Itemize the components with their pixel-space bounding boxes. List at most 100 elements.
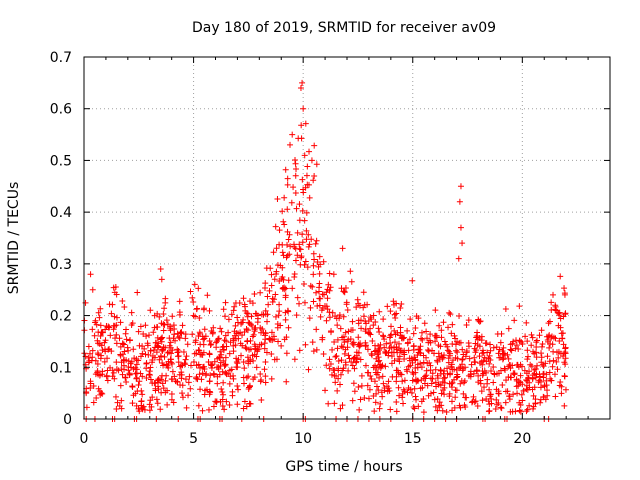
data-point — [280, 218, 287, 225]
data-point — [286, 251, 293, 258]
data-point — [301, 299, 308, 306]
data-point — [424, 335, 431, 342]
data-point — [355, 384, 362, 391]
data-point — [168, 390, 175, 397]
data-point — [234, 314, 241, 321]
data-point — [92, 371, 99, 378]
data-point — [367, 373, 374, 380]
data-point — [87, 271, 94, 278]
data-point — [296, 300, 303, 307]
data-point — [109, 301, 116, 308]
data-point — [210, 324, 217, 331]
data-point — [223, 338, 230, 345]
data-point — [519, 341, 526, 348]
data-point — [137, 353, 144, 360]
data-point — [439, 355, 446, 362]
data-point — [111, 322, 118, 329]
data-point — [503, 377, 510, 384]
data-point — [177, 363, 184, 370]
data-point — [150, 347, 157, 354]
data-point — [175, 348, 182, 355]
y-tick-label: 0.7 — [50, 50, 72, 66]
data-point — [210, 370, 217, 377]
data-point — [160, 310, 167, 317]
data-point — [536, 371, 543, 378]
data-point — [507, 408, 514, 415]
data-point — [355, 300, 362, 307]
data-point — [243, 374, 250, 381]
data-point — [553, 349, 560, 356]
data-point — [141, 345, 148, 352]
data-point — [514, 361, 521, 368]
data-point — [548, 307, 555, 314]
data-point — [272, 313, 279, 320]
data-point — [460, 351, 467, 358]
data-point — [169, 368, 176, 375]
data-point — [538, 343, 545, 350]
x-tick-label: 20 — [513, 431, 531, 447]
data-point — [126, 372, 133, 379]
data-point — [401, 377, 408, 384]
data-point — [534, 362, 541, 369]
data-point — [110, 326, 117, 333]
x-tick-label: 10 — [294, 431, 312, 447]
data-point — [281, 336, 288, 343]
data-point — [517, 372, 524, 379]
data-point — [550, 348, 557, 355]
data-point — [154, 377, 161, 384]
data-point — [229, 388, 236, 395]
data-point — [324, 295, 331, 302]
data-point — [325, 400, 332, 407]
data-point — [551, 371, 558, 378]
data-point — [408, 355, 415, 362]
data-point — [524, 347, 531, 354]
data-point — [230, 375, 237, 382]
data-point — [552, 393, 559, 400]
data-point — [178, 375, 185, 382]
data-point — [404, 327, 411, 334]
data-point — [163, 317, 170, 324]
data-point — [417, 360, 424, 367]
data-point — [365, 318, 372, 325]
data-point — [403, 366, 410, 373]
data-point — [308, 157, 315, 164]
data-point — [181, 360, 188, 367]
data-point — [302, 258, 309, 265]
data-point — [175, 353, 182, 360]
data-point — [186, 373, 193, 380]
data-point — [326, 309, 333, 316]
data-point — [494, 331, 501, 338]
data-point — [342, 359, 349, 366]
data-point — [113, 331, 120, 338]
data-point — [310, 348, 317, 355]
data-point — [277, 262, 284, 269]
data-point — [478, 388, 485, 395]
data-point — [431, 396, 438, 403]
y-tick-label: 0.5 — [50, 153, 72, 169]
data-point — [371, 378, 378, 385]
data-point — [331, 338, 338, 345]
data-point — [487, 356, 494, 363]
data-point — [285, 236, 292, 243]
data-point — [431, 332, 438, 339]
data-point — [388, 353, 395, 360]
data-point — [452, 335, 459, 342]
data-point — [225, 370, 232, 377]
data-point — [306, 315, 313, 322]
data-point — [213, 338, 220, 345]
data-point — [499, 347, 506, 354]
data-point — [119, 340, 126, 347]
data-point — [230, 348, 237, 355]
data-point — [196, 329, 203, 336]
data-point — [341, 350, 348, 357]
data-point — [166, 349, 173, 356]
data-point — [143, 360, 150, 367]
data-point — [249, 352, 256, 359]
data-point — [426, 359, 433, 366]
data-point — [519, 397, 526, 404]
data-point — [529, 334, 536, 341]
data-point — [495, 390, 502, 397]
data-point — [210, 403, 217, 410]
data-point — [179, 390, 186, 397]
data-point — [232, 342, 239, 349]
